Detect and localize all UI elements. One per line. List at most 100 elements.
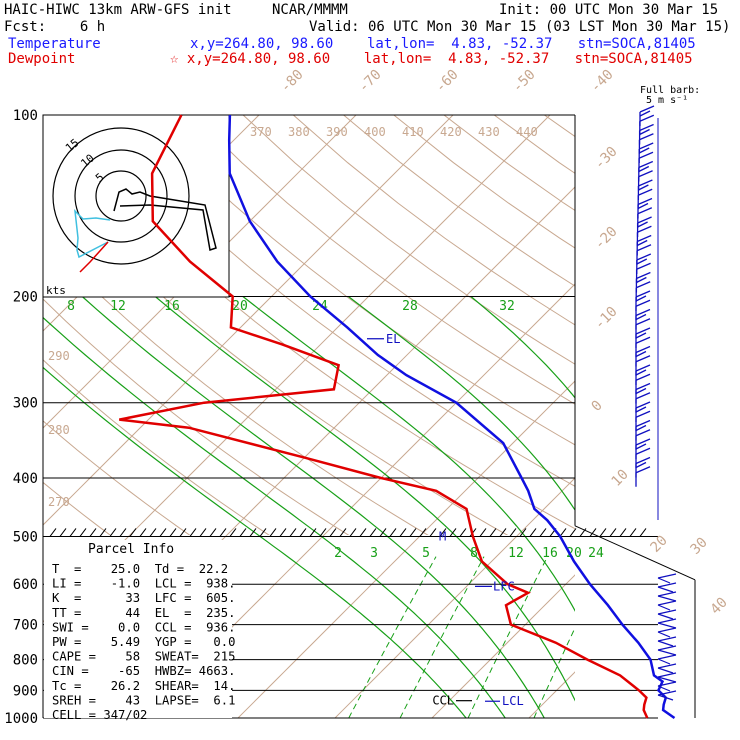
wind-barb-flag <box>638 170 653 178</box>
wind-barb-flag <box>638 142 654 150</box>
wind-barb-flag <box>635 327 651 335</box>
wind-barb-flag <box>637 221 648 228</box>
hodograph-ring-label: 10 <box>78 152 97 170</box>
wind-barb-lower <box>657 595 677 602</box>
freezing-hatch <box>299 528 307 537</box>
wind-barb-flag <box>636 276 647 284</box>
wind-barb-flag <box>635 350 647 358</box>
sounding-profiles <box>119 114 676 720</box>
mixing-ratio-lines <box>348 556 737 718</box>
wind-barb-flag <box>635 355 651 363</box>
wind-barb-flag <box>635 299 651 307</box>
temperature-legend-label: Temperature <box>8 36 101 52</box>
freezing-hatch <box>129 528 137 537</box>
temperature-profile-line <box>227 114 676 720</box>
wind-barb-flag <box>637 207 653 215</box>
freezing-hatch <box>89 528 97 537</box>
wind-barb-lower <box>657 582 677 588</box>
theta-label-left: 280 <box>48 423 70 437</box>
freezing-hatch <box>119 528 127 537</box>
isotherm-line <box>528 671 575 718</box>
wind-barb-lower <box>657 573 677 579</box>
wind-barb-flag <box>635 387 647 395</box>
isotherm-line <box>334 477 575 718</box>
moist-adiabat-line <box>348 296 575 512</box>
isotherm-label: 40 <box>708 595 731 618</box>
theta-e-label: 8 <box>67 299 75 314</box>
mixing-ratio-label: 2 <box>334 546 342 561</box>
wind-barb-flag <box>636 239 648 247</box>
freezing-hatch <box>219 528 227 537</box>
wind-barb-flag <box>635 401 651 409</box>
freezing-hatch <box>209 528 217 537</box>
dry-adiabat-line <box>493 115 575 174</box>
wind-barb-flag <box>636 244 652 252</box>
freezing-hatch <box>289 528 297 537</box>
wind-barb-flag <box>639 110 651 117</box>
freezing-hatch <box>69 528 77 537</box>
wind-barb-lower <box>657 613 674 620</box>
theta-e-label: 16 <box>164 299 180 314</box>
freezing-hatch <box>149 528 157 537</box>
mixing-ratio-line <box>348 556 437 718</box>
mixing-ratio-line <box>672 557 737 718</box>
parcel-info-row: TT = 44 EL = 235. <box>52 606 235 620</box>
freezing-hatch <box>49 528 57 537</box>
parcel-info-row: CAPE = 58 SWEAT= 215 <box>52 650 235 664</box>
freezing-hatch <box>419 528 427 537</box>
theta-e-label: 28 <box>402 299 418 314</box>
wind-barb-lower <box>657 681 677 687</box>
freezing-hatch <box>579 528 587 537</box>
wind-barb-flag <box>638 147 650 154</box>
level-label-m: M <box>439 529 446 543</box>
freezing-hatch <box>169 528 177 537</box>
pressure-tick-label: 800 <box>13 653 38 669</box>
wind-barb-lower <box>657 618 677 624</box>
hodograph-ring <box>52 127 190 265</box>
wind-barb-flag <box>637 225 652 233</box>
wind-barb-flag <box>635 382 651 391</box>
level-label-el: EL <box>386 332 400 346</box>
wind-barb-lower <box>657 685 671 692</box>
freezing-hatch <box>449 528 457 537</box>
barb-key-unit: 5 m s⁻¹ <box>646 95 689 106</box>
wind-barb-flag <box>635 438 651 446</box>
wind-barb-flag <box>635 318 651 326</box>
wind-barb-flag <box>635 447 651 455</box>
model-title: HAIC-HIWC 13km ARW-GFS init <box>4 2 232 18</box>
mixing-ratio-line <box>533 626 575 718</box>
freezing-hatch <box>179 528 187 537</box>
isotherm-label: -20 <box>592 224 621 253</box>
freezing-hatch <box>599 528 607 537</box>
hodograph-unit-label: kts <box>46 284 66 297</box>
wind-barb-lower <box>657 672 677 678</box>
wind-barb-flag <box>637 216 652 224</box>
freezing-hatch <box>319 528 327 537</box>
parcel-info-row: CELL = 347/02 <box>52 708 147 722</box>
freezing-hatch <box>99 528 107 537</box>
freezing-hatch <box>249 528 257 537</box>
mixing-ratio-label: 5 <box>422 546 430 561</box>
freezing-hatch <box>569 528 577 537</box>
isotherm-label: -30 <box>592 144 621 173</box>
theta-label: 430 <box>478 125 500 139</box>
freezing-hatch <box>559 528 567 537</box>
wind-barb-flag <box>636 234 652 243</box>
isotherm-label: -60 <box>433 67 462 96</box>
wind-barb-flag <box>638 151 654 159</box>
frame-right-slant <box>574 525 696 581</box>
pressure-tick-label: 700 <box>13 618 38 634</box>
freezing-hatch <box>269 528 277 537</box>
wind-barb-lower <box>657 690 677 696</box>
dry-adiabat-line <box>43 298 350 535</box>
wind-barb-lower <box>657 627 677 633</box>
wind-barb-flag <box>635 295 647 302</box>
wind-barb-flag <box>638 179 653 187</box>
wind-barb-lower <box>657 658 671 665</box>
pressure-tick-label: 200 <box>13 290 38 306</box>
theta-label: 380 <box>288 125 310 139</box>
wind-barb-lower <box>657 600 677 606</box>
pressure-tick-label: 400 <box>13 471 38 487</box>
hodograph-trace-black <box>113 188 217 251</box>
wind-barb-flag <box>635 290 651 298</box>
